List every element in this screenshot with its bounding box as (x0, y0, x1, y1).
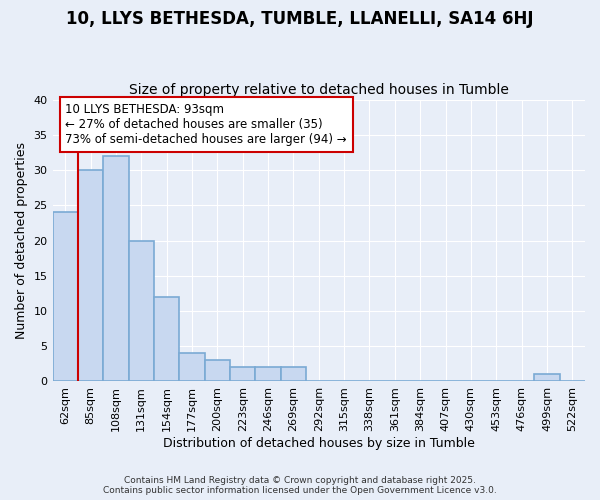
Bar (534, 374, 560, 382)
Text: 10, LLYS BETHESDA, TUMBLE, LLANELLI, SA14 6HJ: 10, LLYS BETHESDA, TUMBLE, LLANELLI, SA1… (66, 10, 534, 28)
Bar (256, 368, 281, 382)
Bar (281, 368, 306, 382)
Y-axis label: Number of detached properties: Number of detached properties (15, 142, 28, 339)
Bar (78, 170, 103, 382)
Bar (230, 368, 256, 382)
Title: Size of property relative to detached houses in Tumble: Size of property relative to detached ho… (129, 83, 509, 97)
Bar (154, 297, 179, 382)
X-axis label: Distribution of detached houses by size in Tumble: Distribution of detached houses by size … (163, 437, 475, 450)
Bar (53, 212, 78, 382)
Bar (103, 156, 128, 382)
Bar (179, 354, 205, 382)
Bar (205, 360, 230, 382)
Text: Contains HM Land Registry data © Crown copyright and database right 2025.
Contai: Contains HM Land Registry data © Crown c… (103, 476, 497, 495)
Bar (128, 240, 154, 382)
Text: 10 LLYS BETHESDA: 93sqm
← 27% of detached houses are smaller (35)
73% of semi-de: 10 LLYS BETHESDA: 93sqm ← 27% of detache… (65, 103, 347, 146)
